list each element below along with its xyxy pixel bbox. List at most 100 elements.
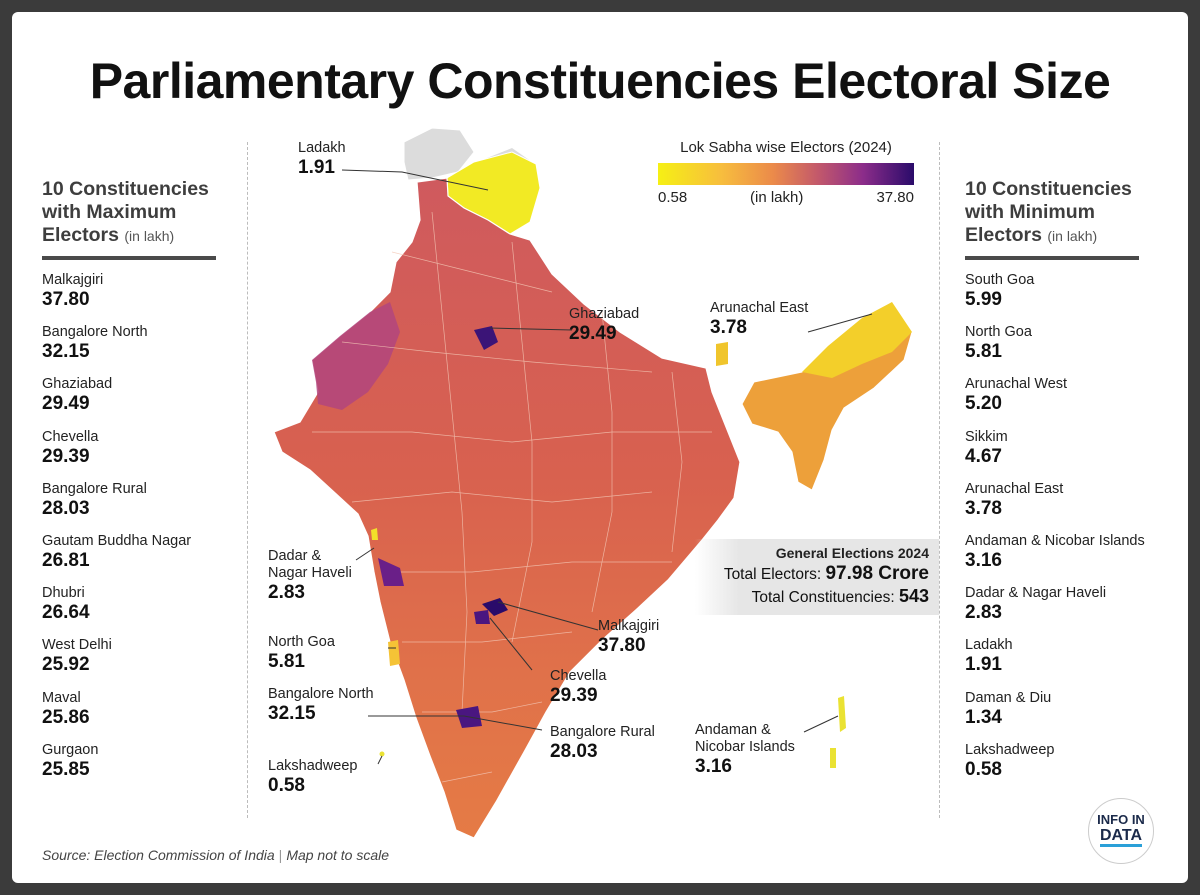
label-north-goa: North Goa 5.81 [268, 634, 335, 672]
min-electors-list: South Goa 5.99 North Goa 5.81 Arunachal West… [965, 272, 1155, 794]
label-dadar-nagar-haveli: Dadar & Nagar Haveli 2.83 [268, 548, 352, 603]
constituency-item: Gurgaon 25.85 [42, 742, 232, 794]
constituency-electors: 29.39 [42, 445, 90, 467]
label-ghaziabad: Ghaziabad 29.49 [569, 306, 640, 344]
india-choropleth-map [273, 127, 913, 839]
legend-max: 37.80 [876, 189, 914, 206]
right-divider [939, 142, 940, 818]
constituency-item: South Goa 5.99 [965, 272, 1155, 324]
constituency-item: Arunachal West 5.20 [965, 376, 1155, 428]
constituency-item: Dhubri 26.64 [42, 585, 232, 637]
constituency-electors: 0.58 [965, 758, 1002, 780]
constituency-name: Dhubri [42, 585, 85, 602]
label-ladakh: Ladakh 1.91 [298, 140, 346, 178]
dadar-region [371, 528, 378, 540]
constituency-item: Gautam Buddha Nagar 26.81 [42, 533, 232, 585]
constituency-item: Bangalore Rural 28.03 [42, 481, 232, 533]
constituency-name: Sikkim [965, 428, 1008, 445]
constituency-electors: 26.81 [42, 549, 90, 571]
constituency-name: Arunachal West [965, 376, 1068, 393]
constituency-item: Malkajgiri 37.80 [42, 272, 232, 324]
constituency-item: Dadar & Nagar Haveli 2.83 [965, 585, 1155, 637]
label-lakshadweep: Lakshadweep 0.58 [268, 758, 358, 796]
panel-rule [965, 256, 1139, 260]
constituency-electors: 25.85 [42, 758, 90, 780]
legend-title: Lok Sabha wise Electors (2024) [680, 139, 892, 156]
constituency-name: Bangalore North [42, 324, 148, 341]
max-electors-list: Malkajgiri 37.80 Bangalore North 32.15 Ghazi… [42, 272, 232, 794]
constituency-name: Chevella [42, 428, 99, 445]
constituency-electors: 2.83 [965, 602, 1002, 624]
constituency-electors: 1.91 [965, 654, 1002, 676]
rajasthan-west [312, 302, 400, 410]
constituency-name: Maval [42, 689, 81, 706]
mumbai-region [378, 558, 404, 586]
lakshadweep-islands [379, 751, 385, 757]
legend-unit: (in lakh) [750, 189, 804, 206]
left-divider [247, 142, 248, 818]
constituency-item: Ghaziabad 29.49 [42, 376, 232, 428]
color-legend: Lok Sabha wise Electors (2024) 0.58 (in … [658, 139, 914, 209]
constituency-electors: 37.80 [42, 289, 90, 310]
constituency-name: South Goa [965, 272, 1035, 288]
andaman-islands [830, 696, 846, 768]
summary-heading: General Elections 2024 [775, 545, 929, 561]
ghaziabad-region [474, 326, 498, 350]
india-mainland [273, 177, 741, 839]
constituency-name: Dadar & Nagar Haveli [965, 585, 1107, 602]
constituency-name: Malkajgiri [42, 272, 104, 288]
max-panel-heading: 10 Constituencies with Maximum Electors … [42, 178, 209, 246]
constituency-name: West Delhi [42, 637, 112, 654]
constituency-name: Ghaziabad [42, 376, 113, 393]
min-electors-panel: 10 Constituencies with Minimum Electors … [965, 178, 1155, 794]
label-andaman-nicobar: Andaman & Nicobar Islands 3.16 [695, 722, 795, 777]
goa-region [388, 640, 400, 666]
constituency-name: Gurgaon [42, 741, 99, 758]
constituency-item: Ladakh 1.91 [965, 637, 1155, 689]
label-chevella: Chevella 29.39 [550, 668, 607, 706]
label-bangalore-north: Bangalore North 32.15 [268, 686, 374, 724]
constituency-item: Chevella 29.39 [42, 429, 232, 481]
constituency-name: Arunachal East [965, 480, 1064, 497]
constituency-item: Maval 25.86 [42, 690, 232, 742]
label-arunachal-east: Arunachal East 3.78 [710, 300, 809, 338]
constituency-name: Gautam Buddha Nagar [42, 532, 192, 549]
label-bangalore-rural: Bangalore Rural 28.03 [550, 724, 655, 762]
constituency-electors: 28.03 [42, 497, 90, 519]
page-title: Parliamentary Constituencies Electoral S… [89, 53, 1111, 109]
source-note: Source: Election Commission of India | Map… [42, 847, 390, 863]
max-electors-panel: 10 Constituencies with Maximum Electors … [42, 178, 232, 794]
leader-lines [341, 169, 873, 765]
constituency-electors: 1.34 [965, 706, 1002, 728]
constituency-electors: 5.20 [965, 393, 1002, 415]
constituency-item: Daman & Diu 1.34 [965, 690, 1155, 742]
constituency-electors: 25.86 [42, 706, 90, 728]
constituency-item: Arunachal East 3.78 [965, 481, 1155, 533]
constituency-name: Ladakh [965, 637, 1013, 654]
constituency-electors: 5.99 [965, 289, 1002, 310]
label-malkajgiri: Malkajgiri 37.80 [598, 618, 660, 656]
summary-electors: Total Electors: 97.98 Crore [723, 563, 929, 584]
constituency-electors: 26.64 [42, 602, 90, 624]
min-panel-heading: 10 Constituencies with Minimum Electors … [965, 178, 1132, 246]
constituency-name: Daman & Diu [965, 689, 1052, 706]
legend-gradient-bar [658, 163, 914, 185]
constituency-item: North Goa 5.81 [965, 324, 1155, 376]
constituency-electors: 3.16 [965, 549, 1002, 571]
constituency-electors: 3.78 [965, 497, 1002, 519]
constituency-electors: 4.67 [965, 445, 1002, 467]
constituency-name: Bangalore Rural [42, 480, 147, 497]
constituency-item: Lakshadweep 0.58 [965, 742, 1155, 794]
constituency-electors: 32.15 [42, 341, 90, 363]
constituency-name: Lakshadweep [965, 741, 1055, 758]
infographic-card: Parliamentary Constituencies Electoral S… [12, 12, 1188, 883]
constituency-item: Andaman & Nicobar Islands 3.16 [965, 533, 1155, 585]
constituency-item: West Delhi 25.92 [42, 637, 232, 689]
info-in-data-logo: INFO IN DATA [1088, 798, 1154, 864]
arunachal-region [802, 302, 912, 378]
constituency-electors: 5.81 [965, 341, 1002, 363]
constituency-item: Sikkim 4.67 [965, 429, 1155, 481]
constituency-item: Bangalore North 32.15 [42, 324, 232, 376]
sikkim-region [716, 342, 728, 366]
constituency-electors: 29.49 [42, 393, 90, 415]
